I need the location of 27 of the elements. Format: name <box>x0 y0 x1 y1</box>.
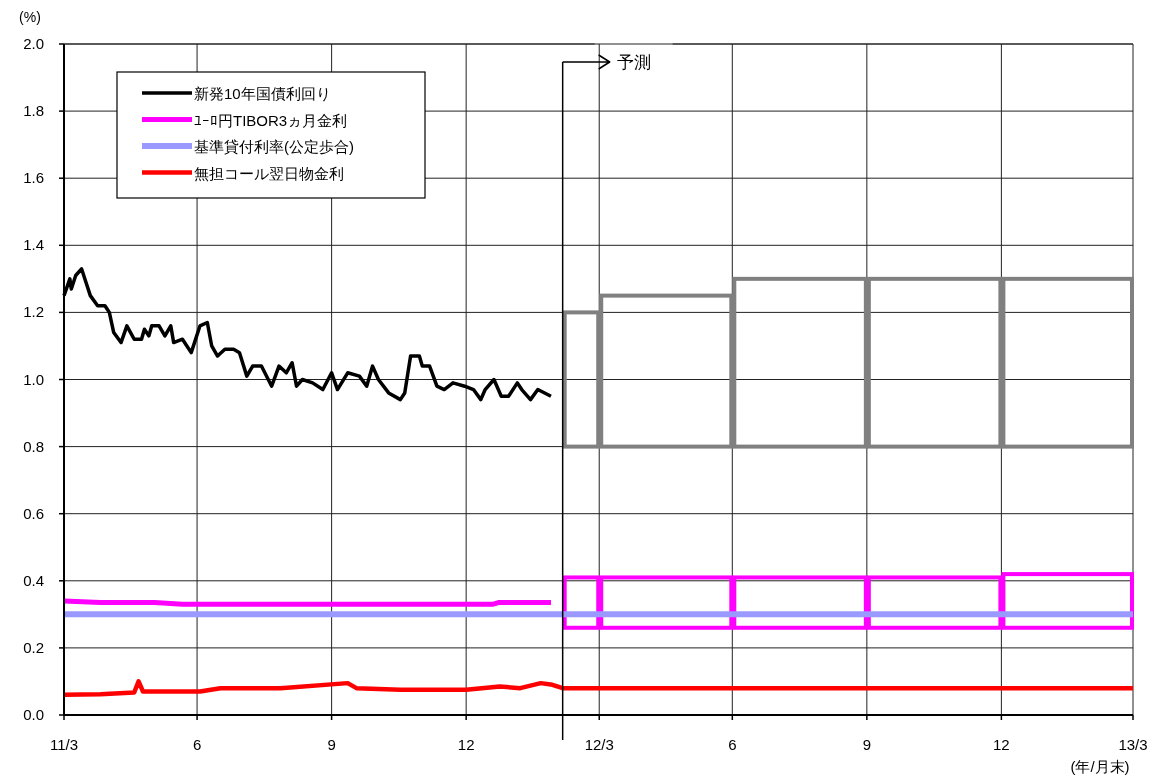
x-tick-label: 9 <box>862 736 872 753</box>
y-tick-label: 1.8 <box>23 102 44 120</box>
y-tick-label: 0.2 <box>23 638 44 656</box>
x-tick-label: 6 <box>728 736 737 753</box>
y-tick-label: 1.0 <box>23 370 44 388</box>
legend-label: 新発10年国債利回り <box>194 85 331 102</box>
y-tick-label: 0.0 <box>23 706 44 723</box>
y-tick-label: 1.6 <box>23 169 44 187</box>
x-axis-title: (年/月末) <box>1070 758 1130 775</box>
y-tick-label: 0.8 <box>23 437 44 455</box>
x-tick-label: 6 <box>192 736 202 753</box>
legend-label: ﾕｰﾛ円TIBOR3ヵ月金利 <box>194 111 348 129</box>
y-tick-label: 0.4 <box>23 571 44 589</box>
y-axis-title: (%) <box>19 9 41 25</box>
x-tick-label: 9 <box>327 736 336 753</box>
x-tick-label: 12/3 <box>584 736 614 753</box>
legend-label: 無担コール翌日物金利 <box>194 164 344 182</box>
y-tick-label: 1.2 <box>23 303 44 321</box>
x-tick-label: 12 <box>993 736 1010 753</box>
legend-label: 基準貸付利率(公定歩合) <box>194 138 354 155</box>
y-tick-label: 2.0 <box>23 35 44 52</box>
x-tick-label: 11/3 <box>49 736 79 753</box>
x-tick-label: 13/3 <box>1118 736 1148 753</box>
y-tick-label: 1.4 <box>23 236 44 254</box>
ref-line-label: 予測 <box>616 53 651 72</box>
y-tick-label: 0.6 <box>23 504 44 522</box>
x-tick-label: 12 <box>457 736 475 753</box>
